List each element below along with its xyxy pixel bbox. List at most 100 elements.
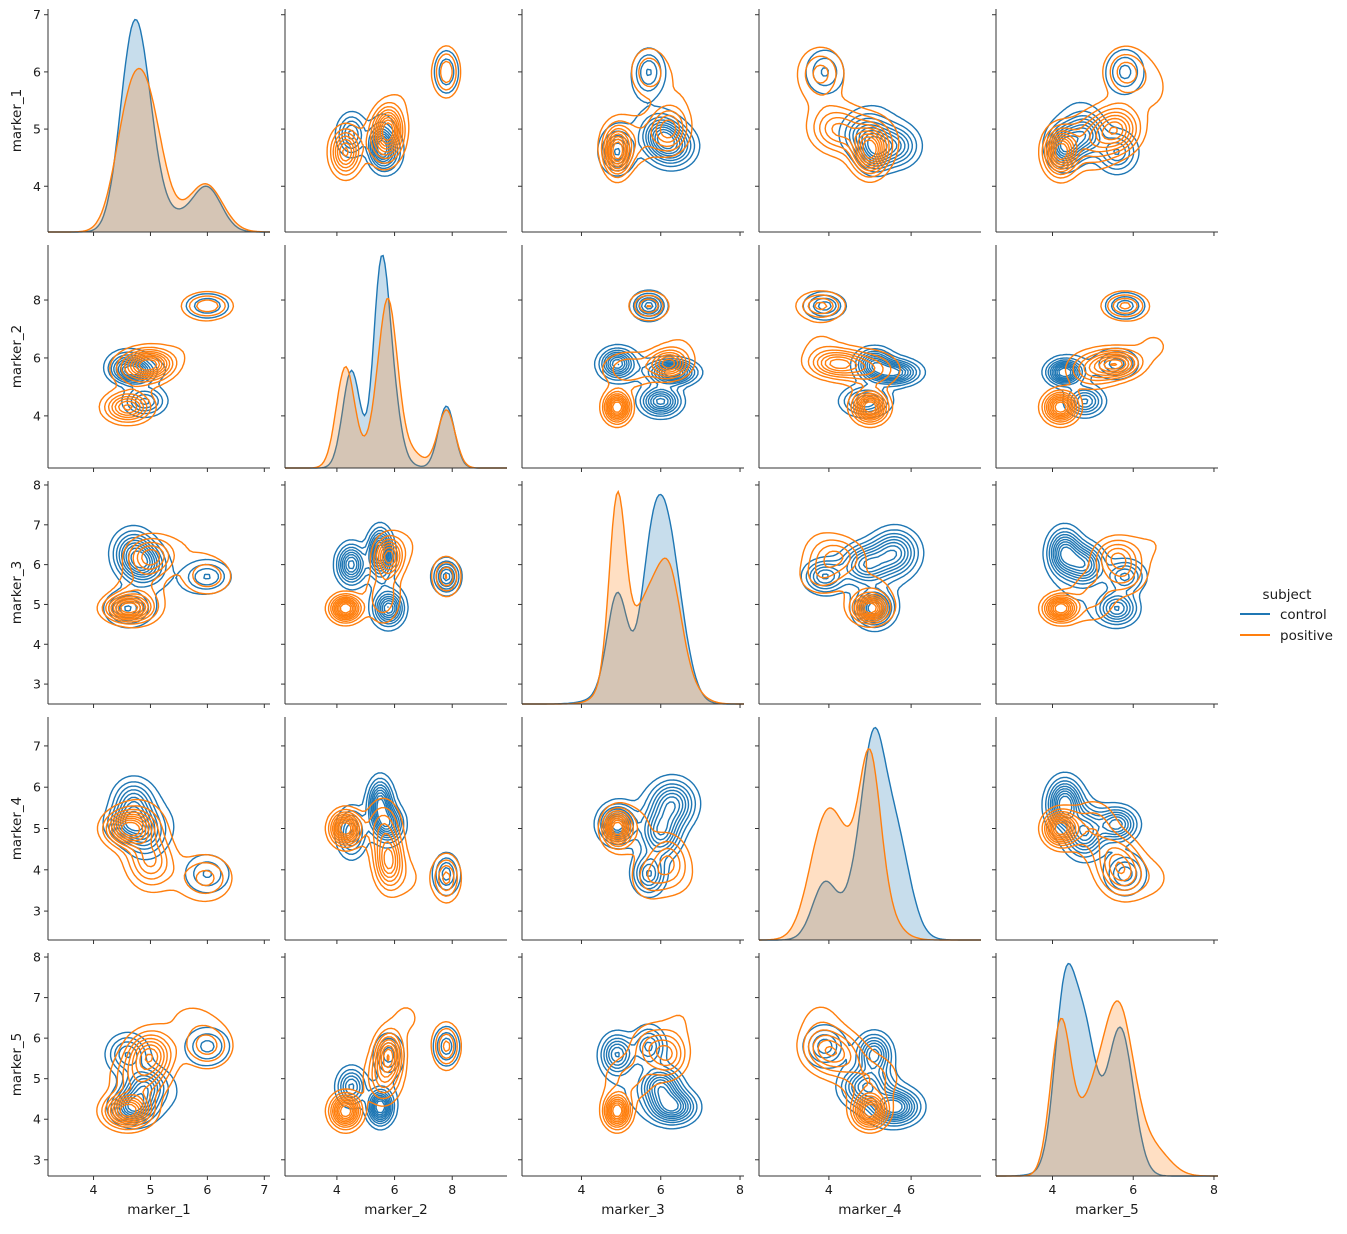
x-axis-label: marker_1 xyxy=(127,1202,191,1218)
panel-marker_4-vs-marker_2 xyxy=(281,717,507,944)
panel-marker_2-vs-marker_3 xyxy=(518,245,744,472)
x-tick-label: 6 xyxy=(203,1182,211,1197)
kde-fill-positive xyxy=(285,298,507,468)
contour-level xyxy=(1047,353,1133,420)
contour-level xyxy=(1037,534,1157,627)
contour-level xyxy=(1043,543,1137,623)
contour-level xyxy=(1045,302,1136,421)
contour-level xyxy=(135,357,161,373)
contour-level xyxy=(107,299,219,421)
contour-level xyxy=(1046,111,1134,173)
legend: subject control positive xyxy=(1240,587,1333,644)
contour-level xyxy=(1037,801,1165,903)
x-tick-label: 6 xyxy=(1129,1182,1137,1197)
contour-level xyxy=(330,538,454,622)
contour-level xyxy=(107,545,165,621)
y-tick-label: 6 xyxy=(33,780,41,795)
panel-marker_4-vs-marker_5 xyxy=(992,717,1218,944)
contour-level xyxy=(1047,814,1132,882)
contour-level xyxy=(802,1021,891,1131)
contour-level xyxy=(338,820,354,837)
contour-level xyxy=(601,806,686,892)
contour-level xyxy=(338,601,354,616)
y-tick-label: 7 xyxy=(33,7,41,22)
contour-level xyxy=(600,57,688,179)
y-tick-label: 8 xyxy=(33,477,41,492)
contour-level xyxy=(105,541,170,623)
contour-level xyxy=(113,815,150,845)
contour-level xyxy=(605,305,684,421)
contour-level xyxy=(101,537,222,625)
contour-level xyxy=(600,1028,698,1126)
panel-marker_5-vs-marker_4: 4 6 marker_4 xyxy=(755,953,981,1218)
contour-level xyxy=(607,1098,627,1123)
kde-line-positive xyxy=(48,67,271,233)
contour-level xyxy=(804,55,894,178)
y-tick-label: 5 xyxy=(33,821,41,836)
contour-level xyxy=(1041,808,1150,896)
panel-marker_5-vs-marker_2: 4 6 8 marker_2 xyxy=(281,953,507,1218)
kde-fill-positive xyxy=(522,491,744,704)
contours-positive xyxy=(597,802,694,900)
contour-level xyxy=(98,290,235,427)
contour-level xyxy=(1049,355,1130,418)
panel-marker_5-vs-marker_3: 4 6 8 marker_3 xyxy=(518,953,744,1218)
panel-marker_1-vs-marker_3 xyxy=(518,9,744,236)
kde-fill-control xyxy=(285,255,507,468)
y-axis-label: marker_2 xyxy=(9,325,25,389)
contour-level xyxy=(335,816,397,874)
contour-level xyxy=(599,290,696,429)
contour-level xyxy=(1052,819,1070,838)
contour-level xyxy=(102,293,230,419)
y-tick-label: 8 xyxy=(33,950,41,965)
y-tick-label: 3 xyxy=(33,677,41,692)
contour-level xyxy=(336,818,394,870)
contour-level xyxy=(379,119,396,145)
contours-positive xyxy=(599,290,696,429)
contour-level xyxy=(96,532,232,629)
x-tick-label: 7 xyxy=(260,1182,268,1197)
contour-level xyxy=(863,602,877,614)
panel-grid: 4 5 6 7 marker_1 4 6 8 marker_2 3 4 5 6 7 8 marker_3 3 4 5… xyxy=(9,7,1218,1218)
contour-level xyxy=(114,352,168,416)
kde-line-positive xyxy=(285,297,507,469)
contour-level xyxy=(598,292,699,417)
contour-level xyxy=(339,114,399,162)
contour-level xyxy=(609,358,675,417)
contour-level xyxy=(657,1086,679,1112)
contour-level xyxy=(104,1026,231,1130)
y-tick-label: 6 xyxy=(33,1031,41,1046)
contour-level xyxy=(1043,297,1139,423)
contour-level xyxy=(1051,600,1072,617)
panel-marker_2-vs-marker_4 xyxy=(755,245,981,472)
y-axis-label: marker_5 xyxy=(9,1033,25,1097)
contour-level xyxy=(801,294,892,425)
x-tick-label: 4 xyxy=(333,1182,341,1197)
contour-level xyxy=(339,821,352,836)
contour-level xyxy=(138,359,158,371)
contour-level xyxy=(597,802,694,900)
contour-level xyxy=(812,1034,886,1126)
contour-level xyxy=(107,1037,168,1126)
y-tick-label: 6 xyxy=(33,64,41,79)
contour-level xyxy=(101,1024,226,1131)
contour-level xyxy=(861,399,879,415)
contour-level xyxy=(857,597,883,618)
y-tick-label: 5 xyxy=(33,1071,41,1086)
contour-level xyxy=(330,1032,455,1128)
contour-level xyxy=(119,1103,137,1117)
contour-level xyxy=(118,354,166,414)
contour-level xyxy=(115,817,147,842)
x-tick-label: 4 xyxy=(1049,1182,1057,1197)
contour-level xyxy=(96,798,233,903)
contour-level xyxy=(612,821,624,836)
legend-label-positive: positive xyxy=(1280,628,1333,644)
contours-positive xyxy=(324,797,463,904)
contour-level xyxy=(610,138,625,163)
contour-level xyxy=(829,358,881,417)
contour-level xyxy=(339,603,352,614)
contour-level xyxy=(814,301,886,421)
contour-level xyxy=(795,290,901,429)
contour-level xyxy=(334,109,402,169)
contour-level xyxy=(1044,810,1143,891)
